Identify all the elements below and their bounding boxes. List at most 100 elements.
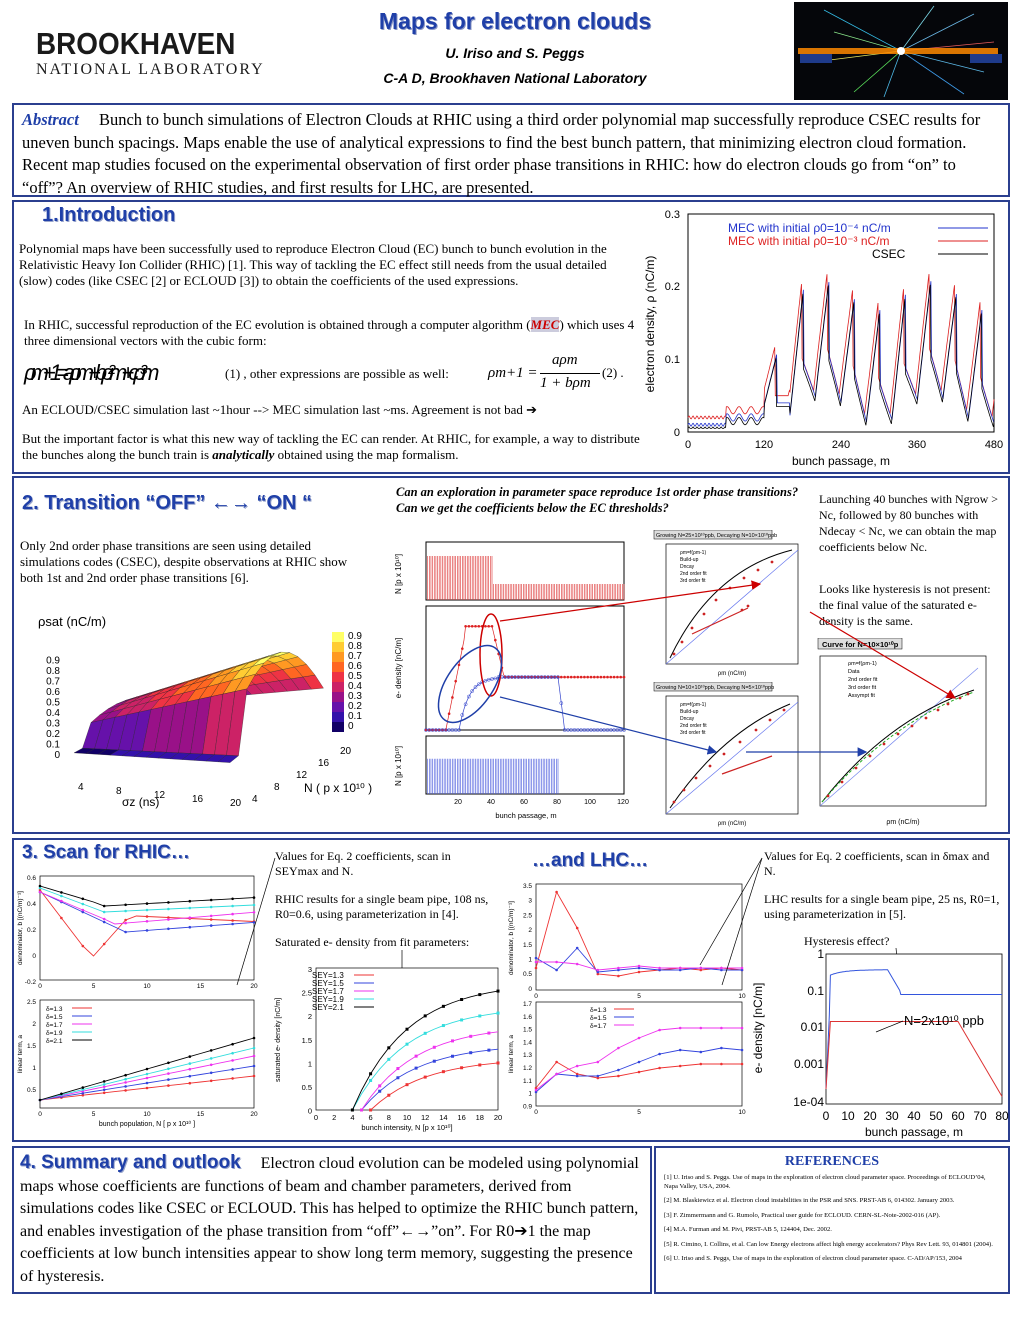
- map-point: [714, 598, 718, 602]
- trans-top-ylabel: N [p x 10¹⁰]: [394, 554, 403, 594]
- rhic-b-point: [81, 897, 85, 901]
- decay-point: [483, 678, 488, 683]
- lhc-b-point: [637, 966, 641, 970]
- lhc-b-point: [720, 966, 723, 970]
- sat-legend-item: SEY=1.5: [312, 979, 344, 988]
- rhic-a-point: [60, 1092, 63, 1096]
- colorbar-label: 0.2: [348, 701, 362, 712]
- hyst-xtick: 10: [841, 1109, 855, 1123]
- map-plot-growing-10: Growing N=10×10¹⁰ppb, Decaying N=5×10¹⁰p…: [653, 682, 799, 827]
- svg-text:1: 1: [528, 957, 532, 964]
- lhc-a-point: [740, 1026, 744, 1030]
- sat-point: [469, 1051, 473, 1055]
- rhic-b-point: [102, 942, 106, 946]
- sat-point: [369, 1078, 373, 1082]
- colorbar-label: 0.1: [348, 711, 362, 722]
- surface-ytick: 20: [340, 746, 352, 757]
- rhic-a-point: [188, 1074, 192, 1078]
- rhic-b-point: [145, 908, 149, 912]
- map-point: [690, 626, 694, 630]
- intro-legend-csec: CSEC: [872, 247, 906, 261]
- rhic-b-point: [124, 918, 127, 922]
- svg-text:3: 3: [528, 898, 532, 905]
- sat-point: [441, 1070, 445, 1074]
- rhic-a-point: [124, 1081, 127, 1084]
- colorbar-cell: [332, 702, 344, 712]
- trans-xlabel: bunch passage, m: [495, 811, 556, 820]
- rhic-b-point: [60, 916, 63, 920]
- svg-text:ρm=f(ρm-1): ρm=f(ρm-1): [680, 702, 706, 708]
- intro-xtick: 0: [685, 439, 691, 451]
- trans-xtick: 120: [617, 799, 629, 806]
- svg-text:1e-04: 1e-04: [793, 1095, 824, 1109]
- svg-text:saturated e- density [nC/m]: saturated e- density [nC/m]: [275, 998, 282, 1082]
- scan-note-2: RHIC results for a single beam pipe, 108…: [275, 892, 489, 921]
- svg-text:2.5: 2.5: [27, 999, 36, 1006]
- svg-text:5: 5: [637, 993, 641, 1000]
- colorbar-cell: [332, 722, 344, 732]
- sat-xlabel: bunch intensity, N [p x 10¹⁰]: [361, 1123, 452, 1132]
- svg-text:5: 5: [637, 1109, 641, 1114]
- svg-text:2: 2: [32, 1021, 36, 1028]
- hyst-xtick: 70: [973, 1109, 987, 1123]
- abstract-label: Abstract: [22, 110, 79, 129]
- references-title: REFERENCES: [784, 1154, 880, 1169]
- map-point: [936, 708, 940, 712]
- transition-paragraph: Only 2nd order phase transitions are see…: [20, 538, 348, 585]
- rhic-a-point: [231, 1059, 234, 1062]
- lhc-a-point: [555, 1072, 558, 1076]
- rhic-b-point: [167, 907, 170, 911]
- lhc-a-point: [534, 1088, 538, 1092]
- rhic-legend-item: δ=1.5: [46, 1014, 63, 1021]
- rhic-a-point: [252, 1064, 256, 1068]
- intro-paragraph-2: In RHIC, successful reproduction of the …: [24, 317, 635, 348]
- rhic-b-point: [252, 921, 256, 924]
- rhic-a-point: [145, 1076, 149, 1080]
- svg-text:1.2: 1.2: [523, 1065, 532, 1072]
- map-point: [966, 692, 970, 696]
- rhic-legend-item: δ=1.3: [46, 1006, 63, 1013]
- lhc-a-point: [658, 1066, 661, 1070]
- reference-item: [6] U. Iriso and S. Peggs, Use of maps i…: [664, 1255, 962, 1262]
- rhic-a-point: [81, 1093, 85, 1097]
- rhic-a-point: [231, 1077, 234, 1080]
- rhic-scan-xlabel: bunch population, N [ p x 10¹⁰ ]: [99, 1120, 195, 1128]
- sat-point: [460, 1066, 464, 1070]
- rhic-a-point: [145, 1072, 149, 1076]
- lhc-a-point: [699, 1026, 703, 1030]
- rhic-a-point: [124, 1073, 127, 1077]
- sat-point: [487, 1031, 491, 1035]
- map-point: [722, 752, 726, 756]
- rhic-a-point: [167, 1072, 170, 1075]
- surface-ztick: 0.4: [46, 708, 60, 719]
- svg-text:0.5: 0.5: [523, 971, 532, 978]
- decay-point: [467, 694, 471, 699]
- map-plot-title: Growing N=25×10¹⁰ppb, Decaying N=10×10¹⁰…: [656, 532, 777, 539]
- svg-text:ρm (nC/m): ρm (nC/m): [886, 819, 919, 826]
- rhic-b-point: [188, 916, 192, 919]
- rhic-b-point: [60, 891, 63, 894]
- svg-text:0: 0: [528, 986, 532, 993]
- rhic-b-point: [209, 914, 213, 918]
- rhic-b-point: [38, 886, 42, 890]
- surface-ztick: 0: [54, 750, 60, 761]
- lhc-a-point: [699, 1062, 703, 1066]
- hyst-annotation: N=2x10¹⁰ ppb: [904, 1013, 984, 1028]
- map-point: [680, 640, 684, 644]
- svg-text:1.5: 1.5: [302, 1036, 312, 1045]
- rhic-b-point: [209, 924, 213, 927]
- rhic-b-point: [38, 884, 42, 888]
- rhic-b-point: [124, 903, 127, 907]
- svg-text:0: 0: [308, 1107, 312, 1116]
- hyst-xtick: 0: [823, 1109, 830, 1123]
- lhc-legend-item: δ=1.3: [590, 1007, 607, 1014]
- svg-text:1.5: 1.5: [523, 1027, 532, 1034]
- svg-text:Build-up: Build-up: [680, 709, 699, 715]
- surface-ztick: 0.6: [46, 687, 60, 698]
- svg-text:20: 20: [494, 1113, 502, 1122]
- svg-text:linear term, a: linear term, a: [508, 1035, 515, 1073]
- map-point: [782, 708, 786, 712]
- sat-point: [405, 1027, 409, 1031]
- rhic-a-point: [124, 1077, 127, 1081]
- sat-point: [496, 1061, 500, 1065]
